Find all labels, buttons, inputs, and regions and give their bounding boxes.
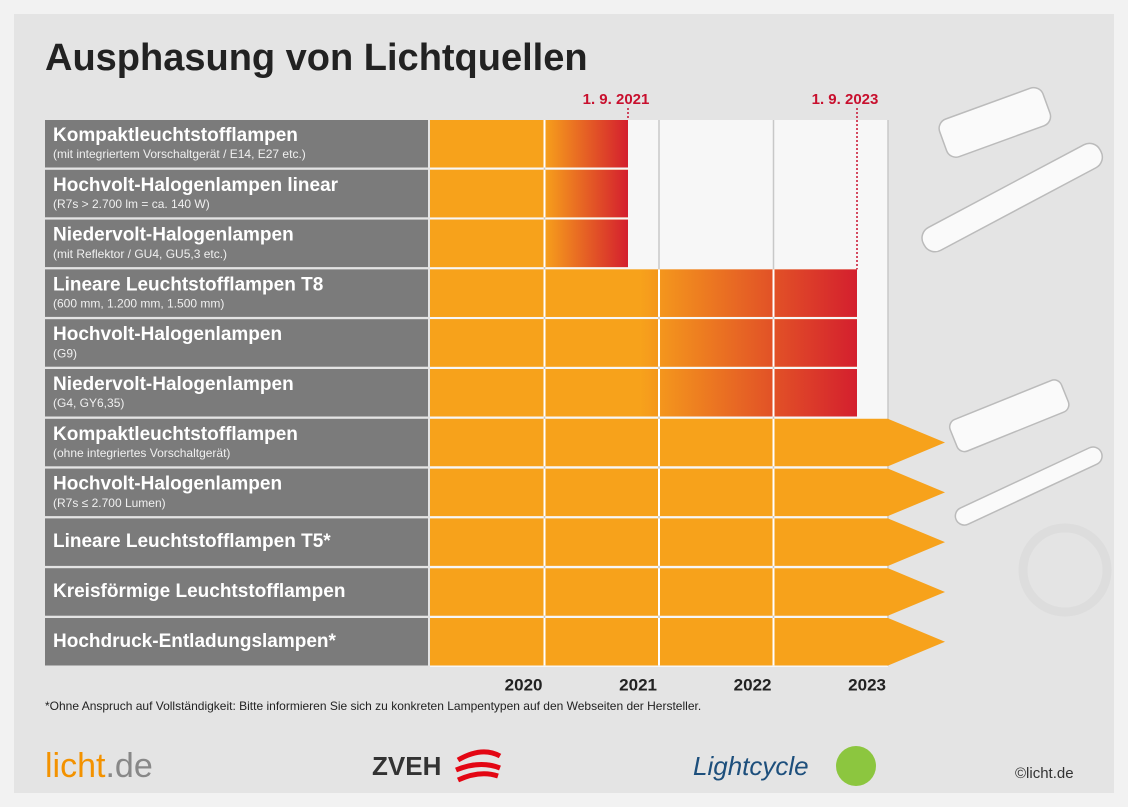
row-title: Niedervolt-Halogenlampen bbox=[53, 374, 294, 395]
logo-licht-tld: .de bbox=[105, 747, 152, 785]
year-label: 2021 bbox=[619, 675, 657, 694]
deadline-label: 1. 9. 2023 bbox=[812, 91, 879, 108]
logo-licht-name: licht bbox=[45, 747, 106, 785]
logo-lightcycle: Lightcycle bbox=[693, 751, 809, 781]
row-title: Lineare Leuchtstofflampen T8 bbox=[53, 274, 323, 295]
phase-bar-gradient bbox=[430, 319, 857, 367]
footnote: *Ohne Anspruch auf Vollständigkeit: Bitt… bbox=[45, 699, 701, 713]
row-subtitle: (R7s ≤ 2.700 Lumen) bbox=[53, 496, 166, 510]
logo-licht: licht.de bbox=[45, 747, 153, 785]
phase-arrow bbox=[430, 469, 945, 516]
row-subtitle: (mit Reflektor / GU4, GU5,3 etc.) bbox=[53, 247, 227, 261]
year-label: 2022 bbox=[734, 675, 772, 694]
infographic: Ausphasung von Lichtquellen *Ohne Anspru… bbox=[0, 0, 1128, 807]
year-label: 2020 bbox=[505, 675, 543, 694]
year-label: 2023 bbox=[848, 675, 886, 694]
row-title: Hochvolt-Halogenlampen bbox=[53, 324, 282, 345]
row-subtitle: (G9) bbox=[53, 346, 77, 360]
row-title: Hochvolt-Halogenlampen bbox=[53, 474, 282, 495]
row-subtitle: (mit integriertem Vorschaltgerät / E14, … bbox=[53, 147, 306, 161]
phase-bar-gradient bbox=[430, 120, 628, 168]
copyright: ©licht.de bbox=[1015, 765, 1074, 782]
phase-arrow bbox=[430, 419, 945, 467]
row-title: Hochvolt-Halogenlampen linear bbox=[53, 175, 339, 196]
phase-bar-gradient bbox=[430, 269, 857, 317]
row-title: Hochdruck-Entladungslampen* bbox=[53, 631, 337, 652]
phase-bar-gradient bbox=[430, 220, 628, 268]
title: Ausphasung von Lichtquellen bbox=[45, 37, 588, 79]
phase-arrow bbox=[430, 618, 945, 666]
lightcycle-mark bbox=[836, 746, 876, 786]
row-title: Kompaktleuchtstofflampen bbox=[53, 125, 298, 146]
row-subtitle: (R7s > 2.700 lm = ca. 140 W) bbox=[53, 197, 210, 211]
row-title: Kreisförmige Leuchtstofflampen bbox=[53, 581, 345, 602]
phase-bar-gradient bbox=[430, 369, 857, 417]
phase-bar-gradient bbox=[430, 170, 628, 218]
phase-arrow bbox=[430, 518, 945, 566]
phase-arrow bbox=[430, 568, 945, 616]
deadline-label: 1. 9. 2021 bbox=[583, 91, 650, 108]
logo-zveh: ZVEH bbox=[372, 751, 441, 781]
row-title: Lineare Leuchtstofflampen T5* bbox=[53, 531, 331, 552]
row-title: Niedervolt-Halogenlampen bbox=[53, 225, 294, 246]
row-subtitle: (G4, GY6,35) bbox=[53, 396, 124, 410]
row-title: Kompaktleuchtstofflampen bbox=[53, 424, 298, 445]
row-subtitle: (ohne integriertes Vorschaltgerät) bbox=[53, 446, 230, 460]
row-subtitle: (600 mm, 1.200 mm, 1.500 mm) bbox=[53, 297, 224, 311]
